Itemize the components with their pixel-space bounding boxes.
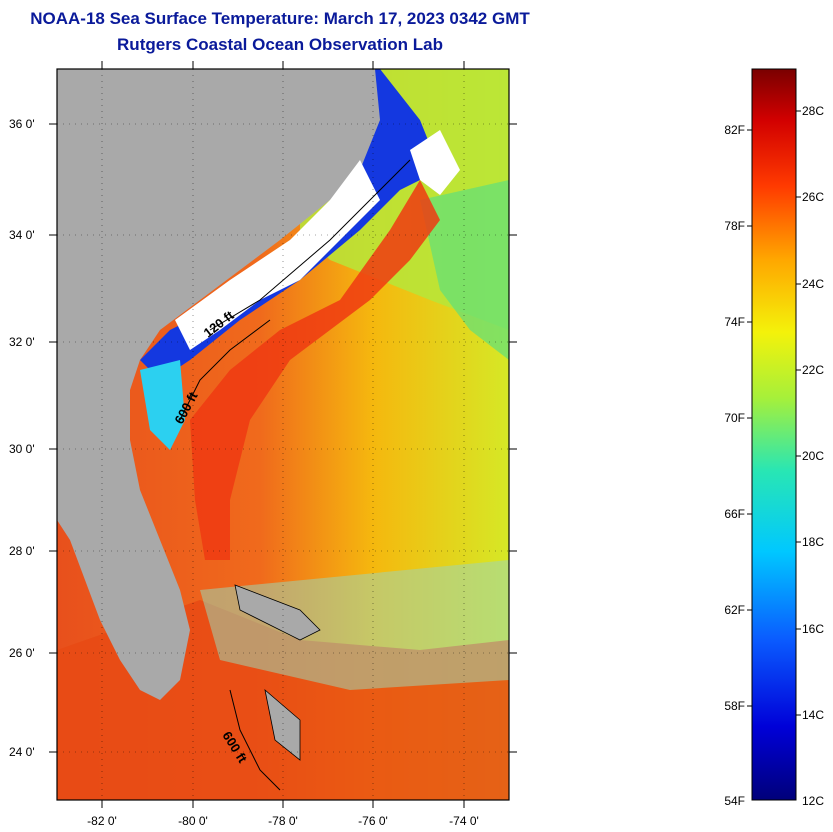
colorbar-c-28: 28C — [802, 104, 824, 118]
colorbar-f-58: 58F — [724, 699, 745, 713]
colorbar-c-12: 12C — [802, 794, 824, 808]
lat-axis — [49, 123, 517, 753]
coastal-cyan-band — [140, 360, 185, 450]
colorbar-ticks — [747, 110, 801, 716]
lon-label-74: -74 0' — [449, 814, 479, 828]
contour-120ft — [209, 159, 411, 331]
lat-label-28: 28 0' — [9, 544, 35, 558]
lat-label-36: 36 0' — [9, 117, 35, 131]
colorbar-f-66: 66F — [724, 507, 745, 521]
lon-label-78: -78 0' — [268, 814, 298, 828]
colorbar-f-74: 74F — [724, 315, 745, 329]
colorbar — [751, 68, 797, 801]
colorbar-c-16: 16C — [802, 622, 824, 636]
green-water-east — [420, 180, 509, 360]
contour-600ft-north — [179, 319, 271, 421]
cloud-outer-banks — [410, 130, 460, 195]
lat-label-30: 30 0' — [9, 442, 35, 456]
colorbar-f-78: 78F — [724, 219, 745, 233]
lat-label-24: 24 0' — [9, 745, 35, 759]
lon-axis — [101, 61, 465, 808]
land-southeast-us — [57, 69, 380, 700]
map-title: NOAA-18 Sea Surface Temperature: March 1… — [30, 9, 530, 28]
island-bahamas-grand — [234, 584, 321, 641]
colorbar-f-54: 54F — [724, 794, 745, 808]
lat-label-34: 34 0' — [9, 228, 35, 242]
gulf-stream — [190, 180, 440, 560]
island-bahamas-andros — [264, 688, 301, 761]
lat-label-26: 26 0' — [9, 646, 35, 660]
colorbar-c-20: 20C — [802, 449, 824, 463]
lon-label-80: -80 0' — [178, 814, 208, 828]
lat-label-32: 32 0' — [9, 335, 35, 349]
map-subtitle: Rutgers Coastal Ocean Observation Lab — [117, 35, 443, 54]
colorbar-f-70: 70F — [724, 411, 745, 425]
cloud-cover — [175, 160, 380, 350]
speckled-south — [200, 560, 509, 690]
colorbar-c-22: 22C — [802, 363, 824, 377]
colorbar-c-24: 24C — [802, 277, 824, 291]
lon-label-82: -82 0' — [87, 814, 117, 828]
colorbar-c-18: 18C — [802, 535, 824, 549]
colorbar-f-82: 82F — [724, 123, 745, 137]
lon-label-76: -76 0' — [358, 814, 388, 828]
colorbar-c-14: 14C — [802, 708, 824, 722]
colorbar-c-26: 26C — [802, 190, 824, 204]
colorbar-f-62: 62F — [724, 603, 745, 617]
contour-600ft-south — [229, 689, 281, 791]
